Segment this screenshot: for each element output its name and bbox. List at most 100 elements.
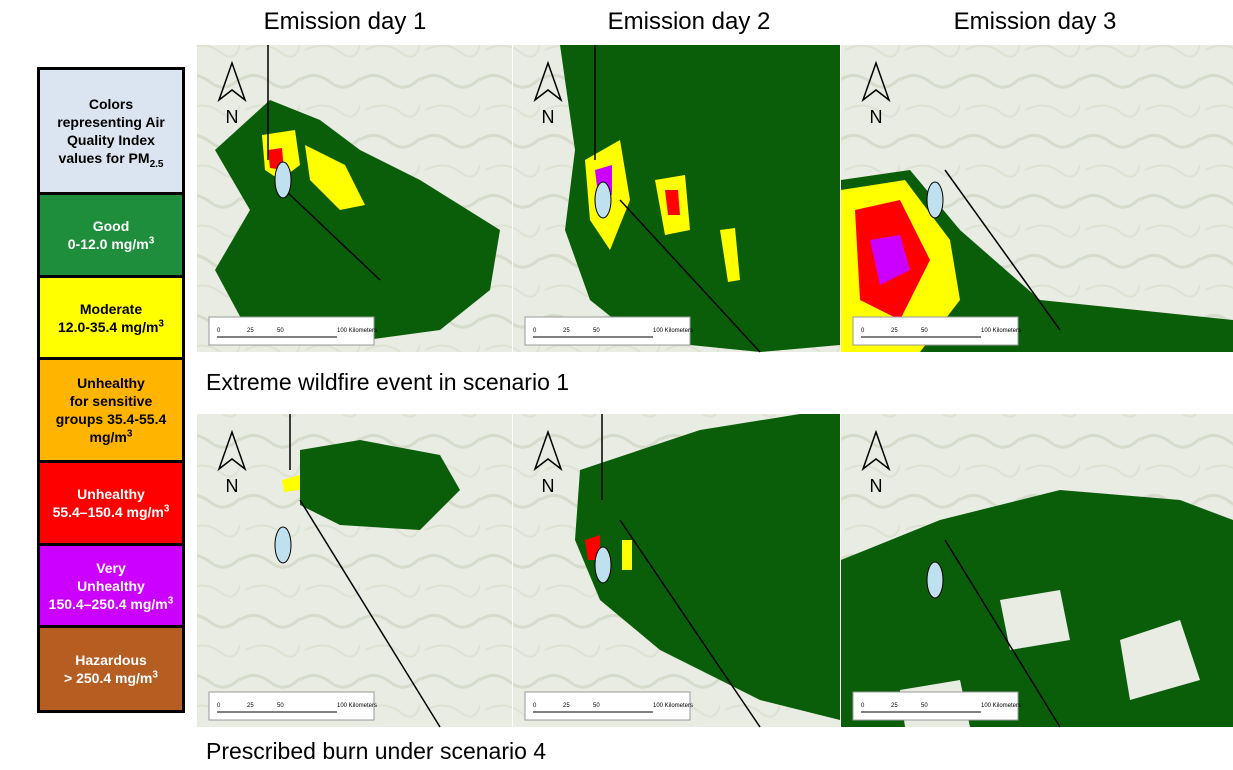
legend-entry: Unhealthy 55.4–150.4 mg/m3 <box>37 460 185 546</box>
row-caption: Extreme wildfire event in scenario 1 <box>206 369 570 395</box>
superscript: 3 <box>163 503 170 515</box>
superscript: 3 <box>152 669 158 681</box>
legend-line: Very <box>96 559 126 577</box>
scale-label: 0 <box>861 703 865 709</box>
legend-line: Colors <box>89 95 133 113</box>
north-label: N <box>870 107 883 127</box>
scale-box <box>852 316 1019 346</box>
legend-text: values for PM <box>58 150 150 166</box>
boundaries <box>267 45 1061 728</box>
superscript: 3 <box>158 317 164 329</box>
legend-entry: Good 0-12.0 mg/m3 <box>37 192 185 278</box>
legend-line: 150.4–250.4 mg/m3 <box>49 595 174 613</box>
legend-entry: Unhealthy for sensitive groups 35.4-55.4 mg… <box>37 357 185 463</box>
legend-text: 12.0-35.4 mg/m <box>58 318 159 335</box>
legend-text: Quality Index <box>67 132 155 148</box>
north-arrow <box>217 429 247 472</box>
scale-label: 0 <box>861 328 865 334</box>
north-label: N <box>542 107 555 127</box>
legend-entry: Very Unhealthy 150.4–250.4 mg/m3 <box>37 543 185 628</box>
scale-label: 25 <box>247 703 254 709</box>
north-label: N <box>870 476 883 496</box>
legend-line: Good <box>93 217 130 235</box>
scale-box <box>208 691 375 721</box>
legend-text: 55.4–150.4 mg/m <box>52 504 164 520</box>
scale-label: 50 <box>921 328 928 334</box>
legend-line: > 250.4 mg/m3 <box>64 669 158 687</box>
superscript: 3 <box>126 428 133 440</box>
scale-label: 50 <box>277 703 284 709</box>
legend-text: Unhealthy <box>77 375 145 391</box>
superscript: 3 <box>167 594 174 606</box>
column-header: Emission day 2 <box>607 8 771 35</box>
column-header: Emission day 1 <box>263 8 427 35</box>
column-header: Emission day 3 <box>953 8 1117 35</box>
scale-label: 50 <box>921 703 928 709</box>
scale-box <box>524 691 691 721</box>
lakes <box>274 161 944 599</box>
legend-line: Quality Index <box>67 131 155 149</box>
scale-label: 25 <box>563 328 570 334</box>
legend-entry: Hazardous > 250.4 mg/m3 <box>37 625 185 713</box>
legend-text: > 250.4 mg/m <box>64 670 153 686</box>
legend-text: Good <box>92 218 130 234</box>
north-arrow <box>533 429 563 472</box>
scale-label: 100 Kilometers <box>337 703 377 709</box>
row-caption: Prescribed burn under scenario 4 <box>206 738 547 764</box>
legend-text: representing Air <box>57 114 165 130</box>
legend-text: for sensitive <box>69 393 153 409</box>
scale-label: 25 <box>247 328 254 334</box>
legend-text: Unhealthy <box>77 486 145 502</box>
scale-label: 0 <box>533 328 537 334</box>
legend-text: mg/m <box>89 429 127 445</box>
legend-text: Moderate <box>79 300 143 317</box>
legend-text: Colors <box>88 96 134 112</box>
scale-label: 100 Kilometers <box>653 328 693 334</box>
legend-line: for sensitive <box>70 392 152 410</box>
scale-label: 0 <box>533 703 537 709</box>
subscript: 2.5 <box>149 158 164 170</box>
legend-line: Moderate <box>80 300 142 318</box>
superscript: 3 <box>148 235 155 247</box>
legend: Colors representing Air Quality Index value… <box>37 67 185 713</box>
scale-label: 50 <box>593 703 600 709</box>
scale-label: 25 <box>891 328 898 334</box>
scale-label: 25 <box>563 703 570 709</box>
scale-label: 100 Kilometers <box>981 328 1021 334</box>
scale-label: 0 <box>217 703 221 709</box>
scale-label: 50 <box>593 328 600 334</box>
legend-text: 150.4–250.4 mg/m <box>48 595 168 612</box>
scale-label: 50 <box>277 328 284 334</box>
north-label: N <box>226 107 239 127</box>
north-label: N <box>542 476 555 496</box>
scale-label: 100 Kilometers <box>653 703 693 709</box>
north-arrow <box>861 429 891 472</box>
legend-line: Hazardous <box>75 651 147 669</box>
legend-text: groups 35.4-55.4 <box>55 411 167 427</box>
legend-entry: Moderate 12.0-35.4 mg/m3 <box>37 275 185 360</box>
scale-box <box>208 316 375 346</box>
scale-label: 25 <box>891 703 898 709</box>
legend-line: values for PM2.5 <box>58 149 164 170</box>
legend-line: 55.4–150.4 mg/m3 <box>53 503 170 521</box>
legend-text: 0-12.0 mg/m <box>67 236 149 252</box>
north-arrow <box>217 60 247 103</box>
scale-label: 0 <box>217 328 221 334</box>
scale-box <box>852 691 1019 721</box>
legend-text: Very <box>96 559 126 576</box>
legend-line: representing Air <box>57 113 165 131</box>
legend-line: 0-12.0 mg/m3 <box>68 235 155 253</box>
scale-box <box>524 316 691 346</box>
legend-line: groups 35.4-55.4 <box>56 410 167 428</box>
north-arrow <box>861 60 891 103</box>
legend-line: mg/m3 <box>90 428 133 446</box>
scale-label: 100 Kilometers <box>981 703 1021 709</box>
north-arrow <box>533 60 563 103</box>
legend-line: 12.0-35.4 mg/m3 <box>58 318 164 336</box>
legend-line: Unhealthy <box>77 485 145 503</box>
legend-line: Unhealthy <box>77 577 145 595</box>
legend-text: Unhealthy <box>77 577 145 594</box>
legend-title: Colors representing Air Quality Index value… <box>37 67 185 195</box>
north-label: N <box>226 476 239 496</box>
